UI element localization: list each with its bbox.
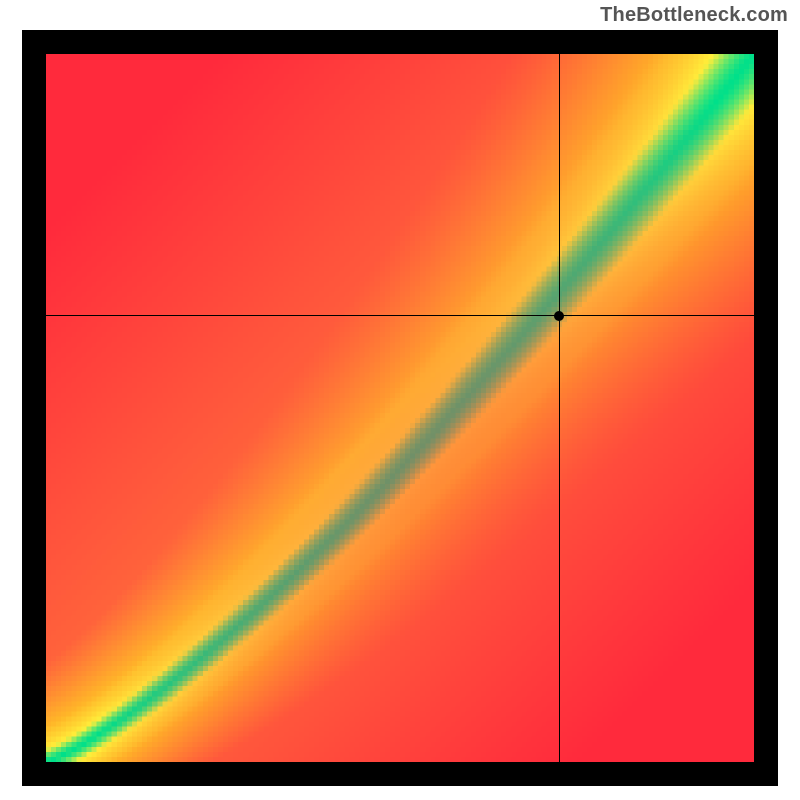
plot-area [46, 54, 754, 762]
crosshair-vertical [559, 54, 560, 762]
chart-frame [22, 30, 778, 786]
crosshair-horizontal [46, 315, 754, 316]
crosshair-marker-dot [554, 311, 564, 321]
bottleneck-heatmap [46, 54, 754, 762]
chart-container: TheBottleneck.com [0, 0, 800, 800]
attribution-label: TheBottleneck.com [600, 4, 788, 27]
